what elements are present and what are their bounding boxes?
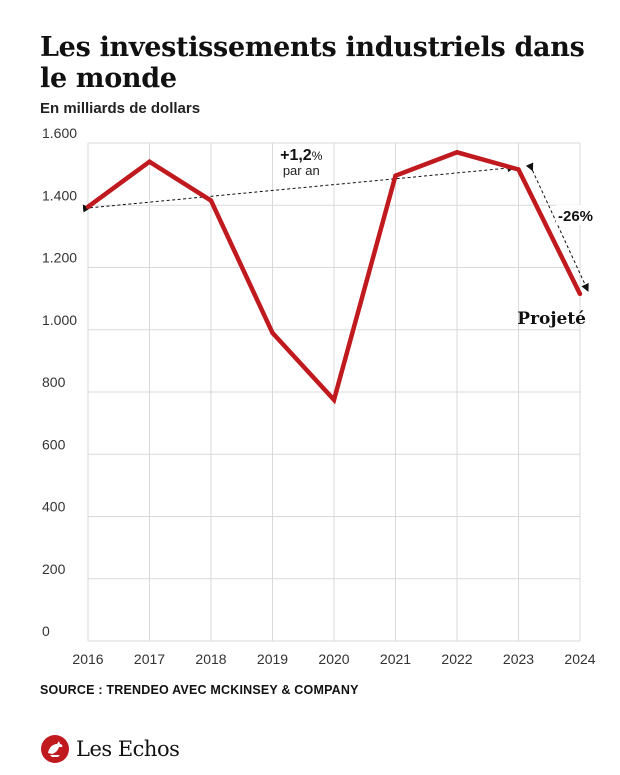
- chart-subtitle: En milliards de dollars: [40, 100, 201, 117]
- logo-text: Les Echos: [76, 737, 180, 761]
- x-tick-label: 2021: [380, 651, 411, 667]
- data-point: [208, 198, 214, 203]
- x-tick-label: 2017: [134, 651, 165, 667]
- projected-label: Projeté: [517, 309, 586, 329]
- grid: [87, 142, 581, 642]
- data-point: [270, 330, 275, 336]
- les-echos-rooster-icon: [41, 735, 69, 763]
- drop-arrow: [525, 162, 589, 292]
- line-chart: 0 200 400 600 800 1.000 1.200 1.400 1.600 2016 201…: [42, 125, 600, 667]
- x-tick-label: 2022: [441, 651, 472, 667]
- y-tick-label: 1.600: [42, 125, 77, 141]
- y-tick-label: 200: [42, 561, 66, 577]
- data-point: [393, 173, 398, 178]
- data-point: [577, 291, 583, 297]
- trend-note-label: par an: [283, 163, 320, 178]
- axes: 0 200 400 600 800 1.000 1.200 1.400 1.600 2016 201…: [42, 125, 596, 667]
- x-tick-label: 2016: [72, 651, 103, 667]
- x-tick-label: 2024: [564, 651, 595, 667]
- data-point: [516, 167, 521, 172]
- series: [85, 149, 583, 405]
- y-tick-label: 400: [42, 499, 66, 515]
- x-tick-label: 2023: [503, 651, 534, 667]
- x-tick-label: 2019: [257, 651, 288, 667]
- les-echos-logo: Les Echos: [40, 733, 180, 765]
- y-tick-label: 600: [42, 436, 66, 452]
- source-note: SOURCE : TRENDEO AVEC MCKINSEY & COMPANY: [40, 683, 359, 697]
- y-tick-label: 0: [42, 623, 50, 639]
- y-tick-label: 1.000: [42, 312, 77, 328]
- x-tick-label: 2020: [318, 651, 349, 667]
- drop-label-bg: [556, 205, 600, 225]
- y-tick-label: 1.400: [42, 187, 77, 203]
- trend-rate-unit: %: [312, 149, 323, 163]
- trend-rate-value: +1,2: [280, 147, 312, 164]
- chart-title: Les investissements industriels dans le …: [40, 32, 585, 94]
- x-tick-label: 2018: [195, 651, 226, 667]
- data-point: [331, 397, 337, 402]
- data-point: [147, 159, 152, 164]
- y-tick-label: 1.200: [42, 250, 77, 266]
- annotations: +1,2%par an -26% Projeté: [82, 147, 600, 329]
- drop-label: -26%: [558, 208, 593, 225]
- y-tick-label: 800: [42, 374, 66, 390]
- trend-rate-label: +1,2%: [280, 147, 323, 164]
- data-point: [85, 204, 91, 210]
- data-point: [454, 150, 460, 155]
